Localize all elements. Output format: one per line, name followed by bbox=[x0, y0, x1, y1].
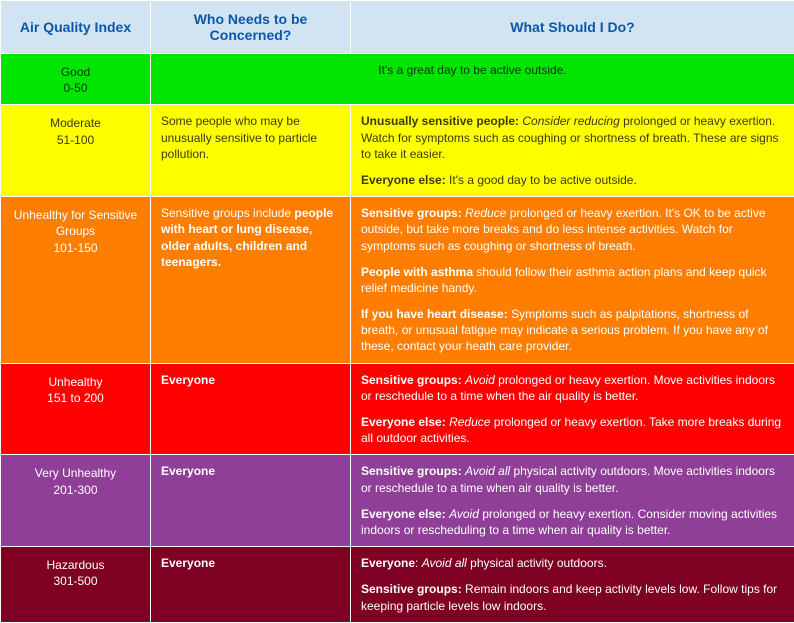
aqi-action-paragraph: Everyone: Avoid all physical activity ou… bbox=[361, 555, 784, 571]
header-concern: Who Needs to be Concerned? bbox=[151, 1, 351, 54]
aqi-row-usg: Unhealthy for Sensitive Groups101-150Sen… bbox=[1, 197, 794, 364]
aqi-level-range: 151 to 200 bbox=[11, 390, 140, 406]
aqi-level-range: 201-300 bbox=[11, 482, 140, 498]
aqi-action-cell: Sensitive groups: Avoid all physical act… bbox=[351, 455, 794, 547]
aqi-concern-cell: Everyone bbox=[151, 547, 351, 623]
aqi-index-cell: Very Unhealthy201-300 bbox=[1, 455, 151, 547]
header-action: What Should I Do? bbox=[351, 1, 794, 54]
aqi-level-label: Unhealthy bbox=[11, 374, 140, 390]
aqi-level-range: 0-50 bbox=[11, 80, 140, 96]
aqi-row-unhealthy: Unhealthy151 to 200EveryoneSensitive gro… bbox=[1, 363, 794, 455]
aqi-row-moderate: Moderate51-100Some people who may be unu… bbox=[1, 105, 794, 197]
aqi-index-cell: Unhealthy for Sensitive Groups101-150 bbox=[1, 197, 151, 364]
aqi-level-range: 101-150 bbox=[11, 240, 140, 256]
aqi-guide-table: Air Quality Index Who Needs to be Concer… bbox=[0, 0, 794, 623]
aqi-concern-cell: Some people who may be unusually sensiti… bbox=[151, 105, 351, 197]
aqi-action-paragraph: Sensitive groups: Avoid all physical act… bbox=[361, 463, 784, 495]
aqi-action-cell: Sensitive groups: Avoid prolonged or hea… bbox=[351, 363, 794, 455]
aqi-row-hazardous: Hazardous301-500EveryoneEveryone: Avoid … bbox=[1, 547, 794, 623]
header-row: Air Quality Index Who Needs to be Concer… bbox=[1, 1, 794, 54]
aqi-row-veryunhealthy: Very Unhealthy201-300EveryoneSensitive g… bbox=[1, 455, 794, 547]
aqi-action-cell: Sensitive groups: Reduce prolonged or he… bbox=[351, 197, 794, 364]
aqi-action-paragraph: Everyone else: Avoid prolonged or heavy … bbox=[361, 506, 784, 538]
aqi-index-cell: Hazardous301-500 bbox=[1, 547, 151, 623]
aqi-index-cell: Good0-50 bbox=[1, 54, 151, 105]
aqi-merged-message: It's a great day to be active outside. bbox=[151, 54, 794, 105]
aqi-concern-cell: Sensitive groups include people with hea… bbox=[151, 197, 351, 364]
aqi-action-cell: Everyone: Avoid all physical activity ou… bbox=[351, 547, 794, 623]
aqi-action-cell: Unusually sensitive people: Consider red… bbox=[351, 105, 794, 197]
aqi-level-label: Moderate bbox=[11, 115, 140, 131]
aqi-row-good: Good0-50It's a great day to be active ou… bbox=[1, 54, 794, 105]
aqi-concern-cell: Everyone bbox=[151, 455, 351, 547]
aqi-level-label: Unhealthy for Sensitive Groups bbox=[11, 207, 140, 239]
aqi-action-paragraph: If you have heart disease: Symptoms such… bbox=[361, 306, 784, 355]
aqi-action-paragraph: Sensitive groups: Avoid prolonged or hea… bbox=[361, 372, 784, 404]
aqi-level-label: Hazardous bbox=[11, 557, 140, 573]
aqi-level-range: 301-500 bbox=[11, 573, 140, 589]
aqi-action-paragraph: Unusually sensitive people: Consider red… bbox=[361, 113, 784, 162]
aqi-index-cell: Unhealthy151 to 200 bbox=[1, 363, 151, 455]
aqi-level-label: Very Unhealthy bbox=[11, 465, 140, 481]
aqi-level-label: Good bbox=[11, 64, 140, 80]
aqi-level-range: 51-100 bbox=[11, 132, 140, 148]
aqi-action-paragraph: Everyone else: Reduce prolonged or heavy… bbox=[361, 414, 784, 446]
aqi-action-paragraph: Sensitive groups: Remain indoors and kee… bbox=[361, 581, 784, 613]
aqi-index-cell: Moderate51-100 bbox=[1, 105, 151, 197]
aqi-concern-cell: Everyone bbox=[151, 363, 351, 455]
header-index: Air Quality Index bbox=[1, 1, 151, 54]
aqi-action-paragraph: Everyone else: It's a good day to be act… bbox=[361, 172, 784, 188]
aqi-action-paragraph: People with asthma should follow their a… bbox=[361, 264, 784, 296]
aqi-action-paragraph: Sensitive groups: Reduce prolonged or he… bbox=[361, 205, 784, 254]
